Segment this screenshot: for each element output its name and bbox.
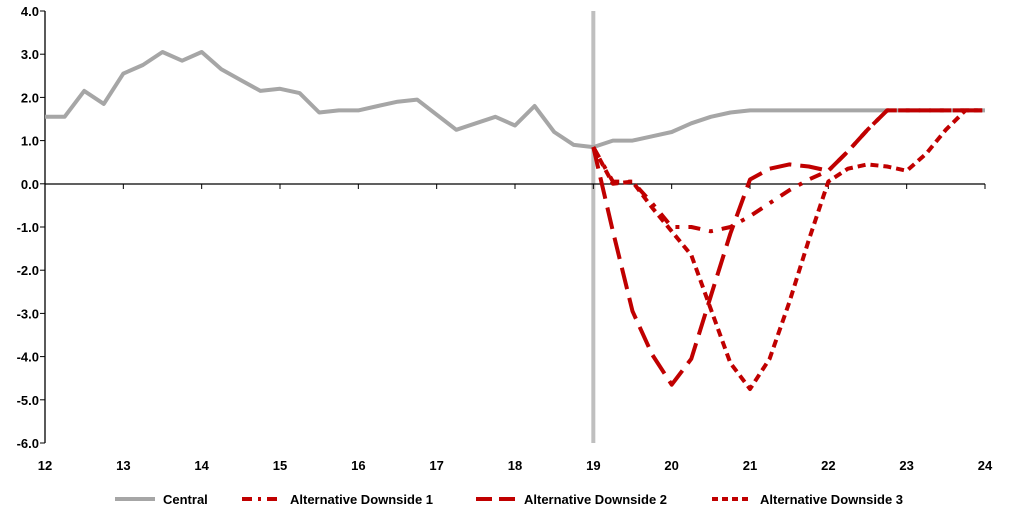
x-tick-label: 22 [821, 458, 835, 473]
axes-layer [40, 10, 986, 444]
line-chart: 4.03.02.01.00.0-1.0-2.0-3.0-4.0-5.0-6.0 … [17, 4, 993, 473]
series-line-alternative-downside-2 [591, 108, 985, 387]
x-tick-label: 19 [586, 458, 600, 473]
y-tick-label: -6.0 [17, 436, 39, 451]
x-tick-label: 21 [743, 458, 757, 473]
x-tick-label: 23 [899, 458, 913, 473]
legend-label-alt-downside-3: Alternative Downside 3 [760, 491, 904, 507]
y-tick-label: -2.0 [17, 263, 39, 278]
y-tick-label: -4.0 [17, 350, 39, 365]
x-tick-label: 17 [429, 458, 443, 473]
y-tick-label: 2.0 [21, 90, 39, 105]
series-line-alternative-downside-1 [591, 108, 985, 234]
legend-swatch-alt-downside-3 [712, 497, 752, 501]
x-tick-label: 24 [978, 458, 993, 473]
legend-label-central: Central [163, 491, 208, 507]
x-tick-label: 12 [38, 458, 52, 473]
series-line-central [45, 50, 985, 150]
y-tick-label: -3.0 [17, 306, 39, 321]
y-tick-label: 0.0 [21, 177, 39, 192]
legend-item-alt-downside-3: Alternative Downside 3 [712, 488, 903, 510]
series-line-alternative-downside-3 [591, 108, 985, 391]
y-axis-tick-labels: 4.0 3.0 2.0 1.0 0.0 -1.0 -2.0 -3.0 -4.0 -5.0 -6.0 [17, 4, 39, 451]
series-lines [45, 50, 985, 391]
legend-item-alt-downside-2: Alternative Downside 2 [476, 488, 667, 510]
y-tick-label: -1.0 [17, 220, 39, 235]
x-tick-label: 14 [194, 458, 209, 473]
x-tick-label: 18 [508, 458, 522, 473]
x-axis-tick-labels: 12 13 14 15 16 17 18 19 20 21 22 23 24 [38, 458, 993, 473]
legend-item-central: Central [115, 488, 208, 510]
x-tick-label: 13 [116, 458, 130, 473]
legend-swatch-central [115, 497, 155, 501]
y-tick-label: 4.0 [21, 4, 39, 19]
legend-item-alt-downside-1: Alternative Downside 1 [242, 488, 433, 510]
y-tick-label: 3.0 [21, 47, 39, 62]
x-tick-label: 15 [273, 458, 287, 473]
legend-label-alt-downside-1: Alternative Downside 1 [290, 491, 434, 507]
y-tick-label: -5.0 [17, 393, 39, 408]
y-tick-label: 1.0 [21, 134, 39, 149]
x-tick-label: 16 [351, 458, 365, 473]
x-tick-label: 20 [664, 458, 678, 473]
legend-swatch-alt-downside-2 [476, 497, 516, 501]
legend: Central Alternative Downside 1 Alternati… [0, 488, 1026, 510]
legend-label-alt-downside-2: Alternative Downside 2 [524, 491, 668, 507]
legend-swatch-alt-downside-1 [242, 497, 282, 501]
